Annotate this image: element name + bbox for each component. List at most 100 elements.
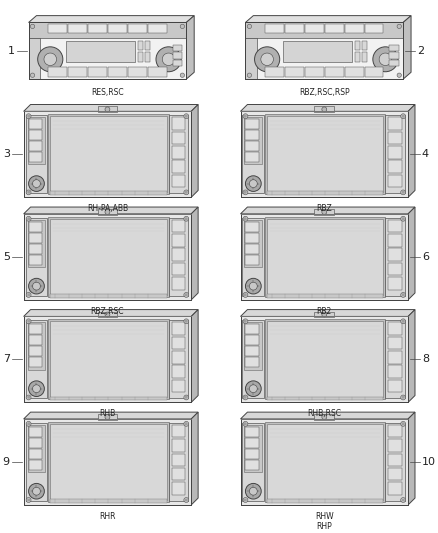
- Bar: [389, 468, 402, 480]
- Circle shape: [28, 483, 44, 499]
- Bar: [389, 277, 402, 290]
- Circle shape: [243, 395, 248, 400]
- Circle shape: [26, 319, 31, 324]
- Circle shape: [401, 114, 406, 119]
- Circle shape: [26, 216, 31, 221]
- Bar: [389, 322, 402, 335]
- Circle shape: [105, 107, 110, 112]
- Polygon shape: [191, 104, 198, 197]
- Circle shape: [245, 278, 261, 294]
- Bar: [245, 438, 259, 448]
- Circle shape: [156, 47, 181, 72]
- Bar: [245, 346, 259, 356]
- Bar: [285, 25, 304, 33]
- Bar: [98, 414, 117, 420]
- Text: RHW
RHP: RHW RHP: [315, 512, 334, 531]
- Bar: [172, 277, 185, 290]
- Bar: [240, 317, 408, 402]
- Bar: [245, 460, 259, 470]
- Bar: [172, 468, 185, 480]
- Bar: [243, 218, 264, 296]
- Bar: [245, 22, 403, 38]
- Bar: [172, 379, 185, 392]
- Bar: [267, 191, 383, 195]
- Bar: [172, 454, 185, 466]
- Bar: [267, 397, 383, 400]
- Bar: [88, 25, 107, 33]
- Bar: [245, 233, 259, 243]
- Bar: [145, 41, 150, 51]
- Text: 8: 8: [422, 354, 429, 365]
- Bar: [389, 379, 402, 392]
- Bar: [245, 38, 257, 79]
- Bar: [389, 52, 399, 59]
- Bar: [245, 255, 259, 265]
- Bar: [28, 357, 42, 367]
- Bar: [145, 52, 150, 62]
- Bar: [138, 52, 143, 62]
- Text: 1: 1: [8, 46, 15, 56]
- Circle shape: [26, 498, 31, 503]
- Bar: [50, 191, 166, 195]
- Polygon shape: [408, 207, 415, 300]
- Bar: [98, 209, 117, 215]
- Circle shape: [401, 293, 406, 297]
- Bar: [48, 422, 169, 502]
- Circle shape: [247, 24, 251, 29]
- Bar: [244, 425, 262, 472]
- Bar: [138, 41, 143, 51]
- Bar: [305, 67, 324, 77]
- Circle shape: [184, 395, 189, 400]
- Bar: [325, 67, 344, 77]
- Bar: [172, 425, 185, 438]
- Bar: [28, 460, 42, 470]
- Text: RES,RSC: RES,RSC: [91, 88, 124, 97]
- Bar: [365, 67, 383, 77]
- Circle shape: [26, 395, 31, 400]
- Bar: [28, 152, 42, 162]
- Circle shape: [243, 422, 248, 426]
- Bar: [24, 111, 191, 197]
- Bar: [245, 222, 259, 231]
- Circle shape: [373, 47, 398, 72]
- Circle shape: [397, 73, 401, 77]
- Bar: [28, 22, 186, 38]
- Bar: [28, 324, 42, 334]
- Circle shape: [401, 395, 406, 400]
- Bar: [50, 294, 166, 298]
- Bar: [24, 214, 191, 300]
- Bar: [265, 217, 385, 297]
- Bar: [267, 424, 383, 500]
- Bar: [28, 22, 186, 79]
- Circle shape: [249, 180, 257, 188]
- Bar: [240, 111, 408, 197]
- Bar: [172, 132, 185, 144]
- Circle shape: [245, 176, 261, 191]
- Bar: [50, 219, 166, 295]
- Bar: [28, 233, 42, 243]
- Bar: [265, 67, 284, 77]
- Circle shape: [243, 114, 248, 119]
- Text: 3: 3: [3, 149, 10, 159]
- Bar: [245, 324, 259, 334]
- Bar: [28, 322, 46, 369]
- Bar: [26, 320, 47, 399]
- Bar: [389, 337, 402, 349]
- Circle shape: [105, 312, 110, 317]
- Circle shape: [26, 422, 31, 426]
- Text: RHB,RSC: RHB,RSC: [307, 409, 341, 418]
- Bar: [389, 132, 402, 144]
- Bar: [108, 67, 127, 77]
- Bar: [245, 130, 259, 140]
- Bar: [172, 146, 185, 158]
- Bar: [243, 320, 264, 399]
- Circle shape: [401, 190, 406, 195]
- Bar: [389, 160, 402, 173]
- Bar: [389, 248, 402, 261]
- Bar: [389, 220, 402, 232]
- Bar: [314, 209, 334, 215]
- Bar: [28, 119, 42, 129]
- Bar: [305, 25, 324, 33]
- Bar: [68, 67, 87, 77]
- Bar: [172, 175, 185, 187]
